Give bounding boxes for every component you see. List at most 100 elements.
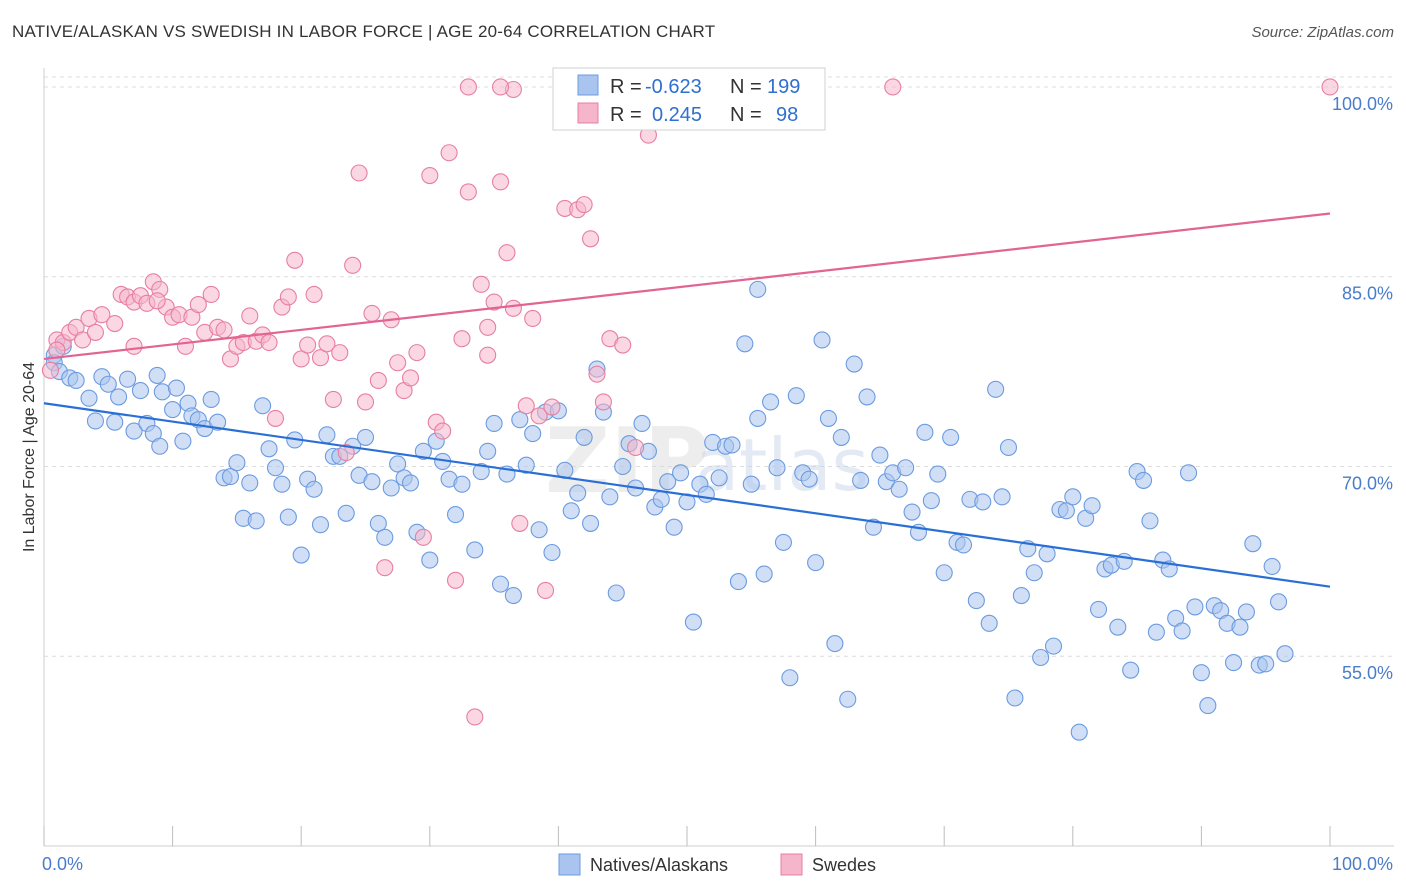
swede-point	[594, 393, 612, 411]
native-point	[1089, 600, 1108, 618]
swede-point	[331, 344, 349, 362]
x-tick-label-min: 0.0%	[42, 854, 83, 874]
swede-point	[369, 371, 387, 390]
swede-point	[479, 318, 497, 336]
swede-point	[479, 346, 497, 364]
native-point	[922, 492, 940, 510]
y-tick-label: 70.0%	[1342, 473, 1393, 493]
swede-point	[575, 196, 593, 214]
native-point	[164, 401, 182, 419]
native-point	[1109, 618, 1127, 636]
native-point	[485, 414, 503, 433]
native-point	[897, 459, 915, 477]
native-point	[1270, 593, 1288, 611]
y-axis-title: In Labor Force | Age 20-64	[21, 362, 38, 552]
native-point	[826, 635, 844, 653]
legend-n-label-natives: N =	[730, 76, 762, 98]
native-point	[1192, 664, 1210, 682]
native-point	[446, 506, 465, 524]
swede-point	[459, 183, 477, 201]
native-point	[153, 383, 171, 401]
native-point	[511, 411, 529, 429]
native-point	[254, 397, 272, 415]
chart-title: NATIVE/ALASKAN VS SWEDISH IN LABOR FORCE…	[12, 22, 716, 41]
swede-point	[241, 307, 259, 325]
native-point	[903, 503, 921, 521]
native-point	[1179, 464, 1198, 482]
swede-point	[491, 78, 510, 96]
bottom-legend-swatch-natives	[558, 853, 581, 876]
native-point	[652, 490, 670, 508]
swede-point	[517, 397, 535, 415]
x-tick-label-max: 100.0%	[1332, 854, 1393, 874]
swede-point	[421, 166, 439, 185]
native-point	[1276, 645, 1294, 663]
bottom-legend-swatch-swedes	[780, 853, 803, 876]
native-point	[974, 493, 992, 511]
swede-point	[148, 292, 166, 310]
swede-point	[414, 528, 432, 546]
native-point	[241, 474, 259, 492]
bottom-legend-label-natives: Natives/Alaskans	[590, 855, 728, 875]
native-point	[376, 528, 394, 546]
native-point	[890, 480, 908, 498]
swede-point	[491, 173, 510, 191]
native-point	[967, 592, 985, 610]
legend-n-value-swedes: 98	[776, 104, 798, 126]
native-point	[453, 475, 471, 493]
swede-point	[530, 407, 548, 425]
y-tick-label: 85.0%	[1342, 284, 1393, 304]
native-point	[110, 388, 128, 406]
native-point	[633, 414, 651, 433]
native-point	[1006, 689, 1024, 707]
swede-point	[440, 144, 458, 162]
swede-point	[466, 708, 484, 726]
native-point	[935, 564, 953, 582]
native-point	[710, 469, 728, 487]
native-point	[1044, 637, 1063, 655]
native-point	[999, 438, 1018, 457]
legend-swatch-swedes	[577, 102, 599, 124]
stats-legend: R = -0.623 N = 199 R = 0.245 N = 98	[552, 67, 826, 131]
native-point	[684, 613, 702, 631]
native-point	[729, 573, 747, 591]
swede-point	[543, 398, 561, 416]
swede-point	[536, 581, 555, 600]
swede-point	[125, 337, 143, 355]
swede-point	[344, 256, 362, 274]
trend-line-natives	[43, 402, 1331, 588]
native-point	[1173, 622, 1191, 640]
native-point	[1025, 564, 1043, 582]
native-point	[337, 504, 355, 522]
swede-point	[504, 299, 522, 317]
native-point	[209, 413, 227, 431]
native-point	[305, 480, 323, 498]
swede-point	[106, 314, 124, 333]
native-point	[401, 474, 420, 492]
native-point	[504, 586, 522, 605]
native-point	[1231, 618, 1249, 636]
native-point	[273, 475, 291, 493]
native-point	[389, 455, 407, 473]
native-point	[221, 468, 240, 486]
native-point	[99, 375, 117, 393]
native-point	[736, 335, 754, 353]
native-point	[80, 389, 98, 407]
swede-point	[260, 333, 278, 352]
chart-source: Source: ZipAtlas.com	[1251, 24, 1394, 41]
swede-point	[286, 251, 304, 269]
swede-point	[292, 350, 310, 368]
swede-point	[41, 361, 59, 379]
native-point	[813, 331, 831, 349]
native-point	[1122, 661, 1140, 679]
swede-point	[215, 321, 233, 339]
native-point	[479, 442, 497, 460]
native-point	[672, 464, 690, 482]
swede-point	[459, 78, 477, 96]
native-point	[106, 413, 124, 431]
native-point	[202, 390, 220, 408]
swede-point	[305, 285, 323, 303]
native-point	[530, 521, 548, 539]
swede-point	[299, 336, 317, 354]
legend-n-value-natives: 199	[767, 76, 800, 98]
